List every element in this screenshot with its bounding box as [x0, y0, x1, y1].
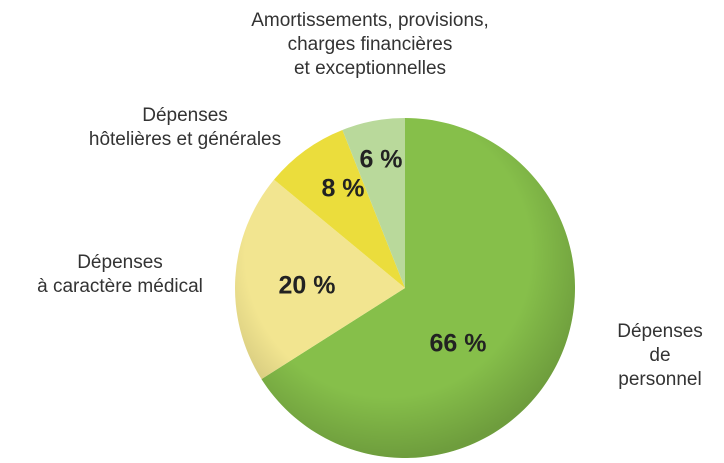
value-label: 6 %	[359, 146, 402, 174]
category-label: Dépenses de personnel	[617, 321, 703, 390]
value-label: 66 %	[430, 330, 487, 358]
category-label: Dépenses à caractère médical	[37, 252, 203, 297]
category-label: Dépenses hôtelières et générales	[88, 105, 282, 150]
value-label: 20 %	[279, 272, 336, 300]
category-label: Amortissements, provisions, charges fina…	[251, 10, 489, 79]
value-label: 8 %	[321, 175, 364, 203]
